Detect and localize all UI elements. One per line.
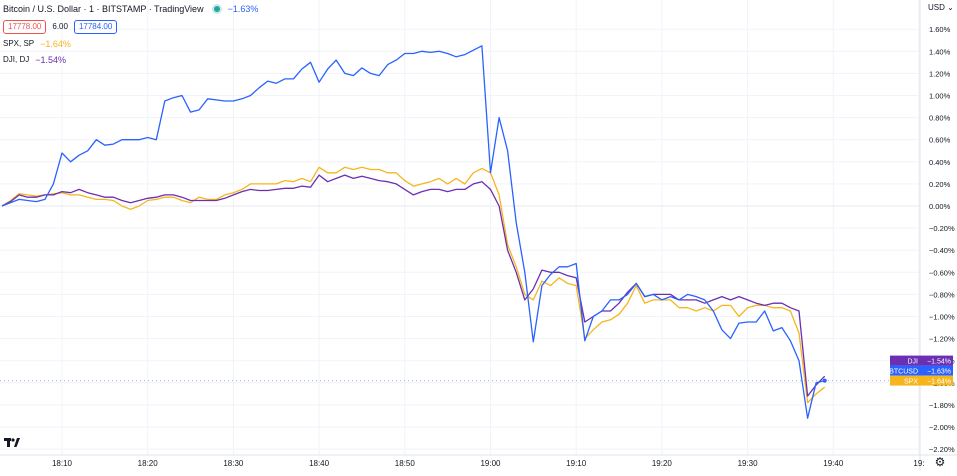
x-tick-label: 18:20 bbox=[138, 459, 159, 468]
badge-name: DJI bbox=[908, 359, 919, 366]
legend: Bitcoin / U.S. Dollar · 1 · BITSTAMP · T… bbox=[0, 2, 258, 67]
ask-price-button[interactable]: 17784.00 bbox=[73, 20, 118, 34]
compare-name: SPX, SP bbox=[3, 39, 35, 48]
market-open-dot-icon bbox=[213, 6, 220, 12]
series-line-btcusd[interactable] bbox=[1, 45, 825, 419]
series-lines bbox=[1, 45, 827, 419]
badge-bg bbox=[890, 355, 953, 366]
series-line-spx[interactable] bbox=[1, 166, 826, 404]
grid bbox=[0, 0, 920, 455]
x-tick-label: 19:40 bbox=[823, 459, 844, 468]
y-tick-label: 0.20% bbox=[929, 180, 951, 189]
badge-value: −1.63% bbox=[927, 369, 951, 376]
y-tick-label: −0.60% bbox=[929, 268, 955, 277]
series-line-dji[interactable] bbox=[1, 174, 826, 397]
y-tick-label: 0.00% bbox=[929, 202, 951, 211]
y-tick-label: −0.20% bbox=[929, 224, 955, 233]
badge-value: −1.54% bbox=[927, 359, 951, 366]
y-tick-label: −1.80% bbox=[929, 401, 955, 410]
y-tick-label: −0.40% bbox=[929, 246, 955, 255]
y-tick-label: −0.80% bbox=[929, 290, 955, 299]
y-tick-label: 1.60% bbox=[929, 25, 951, 34]
time-scale[interactable]: 18:10 18:20 18:30 18:40 18:50 19:00 19:10 19:20… bbox=[0, 454, 957, 468]
gear-icon[interactable]: ⚙ bbox=[934, 455, 946, 469]
compare-change: −1.64% bbox=[40, 39, 71, 49]
y-tick-label: 1.00% bbox=[929, 92, 951, 101]
y-tick-label: −1.20% bbox=[929, 335, 955, 344]
btc-last-point bbox=[822, 378, 827, 383]
x-tick-label: 18:50 bbox=[395, 459, 416, 468]
compare-name: DJI, DJ bbox=[3, 55, 30, 64]
compare-row-spx[interactable]: SPX, SP −1.64% bbox=[0, 37, 258, 51]
bid-price-button[interactable]: 17778.00 bbox=[3, 20, 47, 34]
x-tick-label: 18:40 bbox=[309, 459, 330, 468]
bid-ask-row: 17778.00 6.00 17784.00 bbox=[0, 19, 258, 35]
badge-spx: SPX −1.64% bbox=[890, 375, 953, 386]
badge-dji: DJI −1.54% bbox=[890, 355, 953, 366]
x-tick-label: 18:10 bbox=[52, 459, 73, 468]
symbol-title[interactable]: Bitcoin / U.S. Dollar · 1 · BITSTAMP · T… bbox=[3, 4, 204, 14]
x-tick-label: 19:20 bbox=[652, 459, 673, 468]
y-tick-label: −2.20% bbox=[929, 445, 955, 454]
spread-value: 6.00 bbox=[52, 22, 68, 31]
badge-bg bbox=[890, 365, 953, 376]
compare-change: −1.54% bbox=[35, 55, 67, 65]
y-tick-label: −1.00% bbox=[929, 313, 955, 322]
x-tick-label: 19:00 bbox=[480, 459, 501, 468]
y-tick-label: 1.40% bbox=[929, 47, 951, 56]
x-tick-label: 18:30 bbox=[223, 459, 244, 468]
x-tick-label: 19:10 bbox=[566, 459, 587, 468]
badge-btcusd: BTCUSD −1.63% bbox=[889, 365, 953, 376]
price-scale[interactable]: USD ⌄ 1.60% 1.40% 1.20% 1.00% 0.80% 0.60% 0.40%… bbox=[919, 0, 955, 471]
symbol-change: −1.63% bbox=[227, 4, 259, 14]
badge-value: −1.64% bbox=[927, 379, 951, 386]
last-value-badges: DJI −1.54% BTCUSD −1.63% SPX −1.64% bbox=[889, 355, 953, 386]
main-symbol-row[interactable]: Bitcoin / U.S. Dollar · 1 · BITSTAMP · T… bbox=[0, 2, 258, 16]
tradingview-logo-icon[interactable] bbox=[4, 436, 20, 448]
compare-row-dji[interactable]: DJI, DJ −1.54% bbox=[0, 53, 258, 67]
y-tick-label: −2.00% bbox=[929, 423, 955, 432]
y-tick-label: 0.60% bbox=[929, 136, 951, 145]
badge-name: BTCUSD bbox=[889, 369, 918, 376]
y-tick-label: 0.40% bbox=[929, 158, 951, 167]
x-tick-label: 19:30 bbox=[738, 459, 759, 468]
y-tick-label: 1.20% bbox=[929, 69, 951, 78]
y-tick-label: 0.80% bbox=[929, 114, 951, 123]
currency-label[interactable]: USD ⌄ bbox=[928, 3, 954, 12]
badge-bg bbox=[890, 375, 953, 386]
badge-name: SPX bbox=[904, 379, 918, 386]
x-tick-label: 19: bbox=[913, 459, 924, 468]
